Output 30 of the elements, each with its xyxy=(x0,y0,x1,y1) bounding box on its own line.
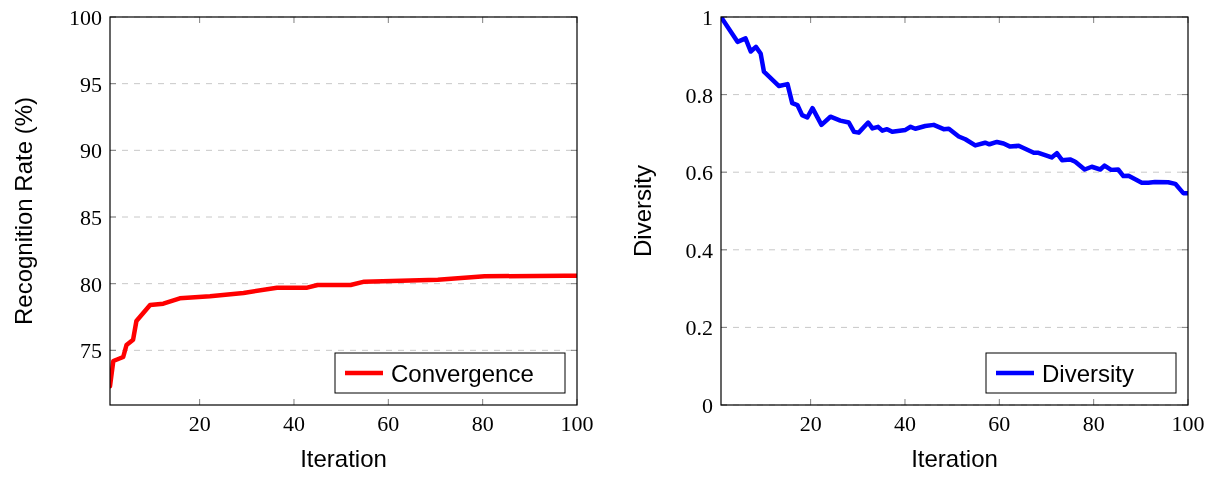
line-series xyxy=(110,273,577,389)
y-tick-label: 80 xyxy=(80,271,102,297)
y-tick-label: 0.6 xyxy=(685,160,713,186)
y-tick-label: 85 xyxy=(80,205,102,230)
x-tick-label: 100 xyxy=(560,411,594,436)
legend-label: Diversity xyxy=(1042,360,1135,387)
x-axis-title: Iteration xyxy=(300,445,387,472)
y-axis-title: Recognition Rate (%) xyxy=(10,96,37,326)
legend-label: Convergence xyxy=(391,360,534,387)
y-tick-label: 0 xyxy=(702,393,713,418)
x-tick-label: 20 xyxy=(188,411,211,436)
x-tick-label: 80 xyxy=(471,411,494,436)
x-axis-title: Iteration xyxy=(911,445,998,472)
y-tick-label: 0.2 xyxy=(685,315,713,341)
y-tick-label: 100 xyxy=(69,5,102,30)
y-tick-label: 1 xyxy=(702,5,713,30)
x-tick-label: 60 xyxy=(988,411,1011,436)
y-tick-label: 75 xyxy=(80,338,102,364)
x-tick-label: 100 xyxy=(1171,411,1205,436)
x-tick-label: 80 xyxy=(1082,411,1105,436)
line-series xyxy=(721,17,1188,196)
x-tick-label: 60 xyxy=(377,411,400,436)
x-tick-label: 40 xyxy=(282,411,305,436)
y-tick-label: 95 xyxy=(80,71,102,97)
y-tick-label: 0.4 xyxy=(685,237,713,263)
y-tick-label: 90 xyxy=(80,138,102,164)
y-tick-label: 0.8 xyxy=(685,82,713,108)
x-tick-label: 20 xyxy=(799,411,822,436)
x-tick-label: 40 xyxy=(893,411,916,436)
y-axis-title: Diversity xyxy=(629,164,656,258)
